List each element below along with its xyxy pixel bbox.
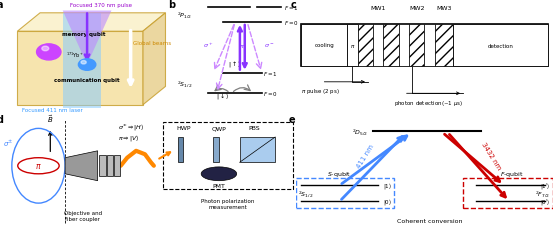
Text: $\pi$: $\pi$ [349,42,355,49]
Text: $\pi$: $\pi$ [239,42,245,49]
Text: $^2D_{5/2}$: $^2D_{5/2}$ [352,127,368,136]
Bar [296,179,394,208]
Text: $F$-qubit: $F$-qubit [500,170,524,179]
Text: $|1\rangle$: $|1\rangle$ [383,180,392,191]
Bar [399,25,409,66]
Text: 411 nm: 411 nm [356,143,375,169]
Bar [425,25,435,66]
Text: $^2S_{1/2}$: $^2S_{1/2}$ [299,189,314,198]
Circle shape [18,158,59,174]
Text: $F=1$: $F=1$ [284,4,299,12]
Text: $F=1$: $F=1$ [263,69,278,77]
Circle shape [36,45,61,61]
Text: $|1'\rangle$: $|1'\rangle$ [540,180,550,191]
Bar [435,25,453,66]
Circle shape [201,167,237,181]
Polygon shape [143,14,165,105]
Text: cooling: cooling [314,43,334,48]
Text: $|\downarrow\rangle$: $|\downarrow\rangle$ [216,91,229,101]
Text: $\vec{B}$: $\vec{B}$ [47,113,54,125]
Text: memory qubit: memory qubit [62,32,106,37]
Text: $\sigma^{\pm} \Rightarrow |H\rangle$: $\sigma^{\pm} \Rightarrow |H\rangle$ [118,121,145,131]
Text: Focused 370 nm pulse: Focused 370 nm pulse [70,3,132,8]
Text: c: c [291,0,296,10]
Bar [213,137,219,163]
Bar [99,156,106,176]
Text: $^2S_{1/2}$: $^2S_{1/2}$ [176,79,192,88]
Text: photon detection(~1 $\mu$s): photon detection(~1 $\mu$s) [394,98,463,108]
Text: b: b [168,0,175,10]
Bar [453,25,548,66]
Text: PBS: PBS [249,126,260,131]
Text: Objective and
fiber coupler: Objective and fiber coupler [64,210,102,221]
Bar [373,25,383,66]
Bar [463,179,553,208]
Bar [358,25,373,66]
Text: PMT: PMT [212,183,226,188]
Text: MW1: MW1 [371,6,386,11]
Circle shape [42,47,49,52]
Circle shape [79,60,96,71]
Polygon shape [65,151,98,181]
Text: $\pi \Rightarrow |V\rangle$: $\pi \Rightarrow |V\rangle$ [118,132,140,142]
Text: $F=0$: $F=0$ [263,90,278,98]
Bar [347,25,358,66]
Text: MW2: MW2 [409,6,425,11]
Polygon shape [239,137,275,163]
Text: $^{171}$Yb$^+$: $^{171}$Yb$^+$ [66,50,84,60]
Text: QWP: QWP [212,126,226,131]
Bar [107,156,113,176]
Text: $^2F_{7/2}$: $^2F_{7/2}$ [535,189,550,198]
Text: $\pi$ pulse (2 ps): $\pi$ pulse (2 ps) [301,87,340,96]
Text: d: d [0,114,4,124]
Polygon shape [62,14,101,109]
Text: $\sigma^+$: $\sigma^+$ [203,41,213,50]
Text: Global beams: Global beams [133,41,171,46]
Text: MW3: MW3 [436,6,451,11]
Bar [409,25,425,66]
Text: 3432 nm: 3432 nm [481,141,502,171]
Text: $|0'\rangle$: $|0'\rangle$ [540,196,550,207]
Text: $S$-qubit: $S$-qubit [327,170,352,179]
Text: a: a [0,0,3,10]
Bar [301,25,347,66]
Text: $^2P_{1/2}$: $^2P_{1/2}$ [176,10,192,20]
Polygon shape [62,11,112,65]
Text: $\sigma^-$: $\sigma^-$ [264,42,274,50]
Text: e: e [288,114,295,124]
Text: $\pi$: $\pi$ [35,161,42,171]
Text: HWP: HWP [176,126,191,131]
Text: $|0\rangle$: $|0\rangle$ [383,196,392,207]
Polygon shape [18,14,165,32]
Text: $F=0$: $F=0$ [284,19,299,27]
Text: Focused 411 nm laser: Focused 411 nm laser [22,107,82,112]
Text: Coherent conversion: Coherent conversion [397,218,462,223]
Text: detection: detection [487,43,513,48]
Polygon shape [18,32,143,105]
Text: communication qubit: communication qubit [54,78,120,83]
Bar [178,137,184,163]
Bar [301,25,548,66]
Circle shape [81,61,86,65]
Bar [383,25,399,66]
Text: $\sigma^{\pm}$: $\sigma^{\pm}$ [3,138,13,148]
Text: Photon polarization
measurement: Photon polarization measurement [201,199,254,209]
Text: $|\uparrow\rangle$: $|\uparrow\rangle$ [228,59,242,69]
Bar [114,156,121,176]
Bar [163,123,293,189]
